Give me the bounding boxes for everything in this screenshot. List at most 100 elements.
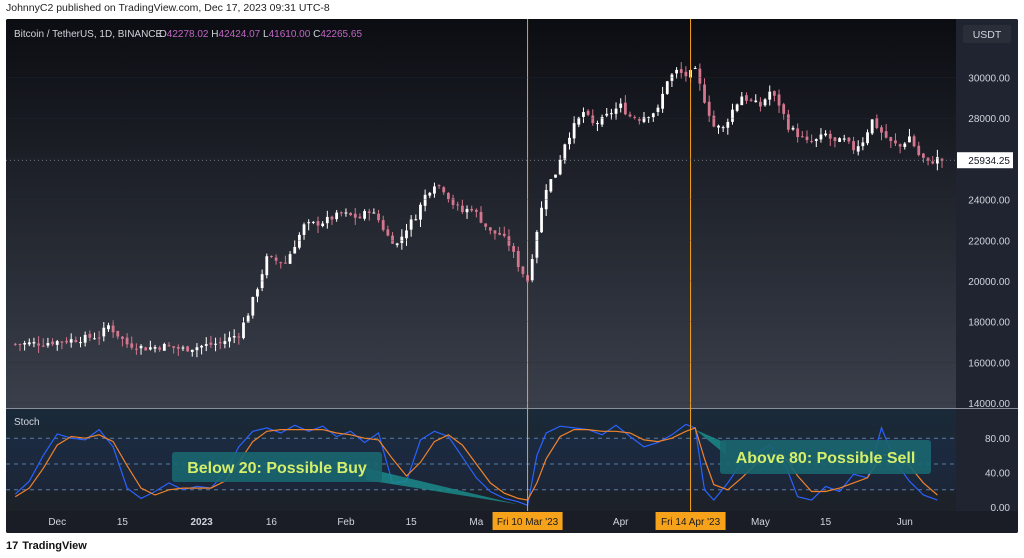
time-tick-label: 15 xyxy=(117,517,129,528)
candle-body xyxy=(386,229,390,236)
candle-body xyxy=(414,219,418,221)
candle-body xyxy=(358,216,362,219)
footer: 17 TradingView xyxy=(6,538,87,554)
candle-body xyxy=(251,296,255,316)
candle-body xyxy=(703,84,706,103)
candle-body xyxy=(214,343,217,345)
candle-body xyxy=(130,343,134,348)
price-tick-label: 22000.00 xyxy=(968,236,1010,247)
candle-body xyxy=(400,236,404,243)
stoch-tick-label: 40.00 xyxy=(985,469,1010,480)
candle-body xyxy=(144,347,148,351)
candle-body xyxy=(93,338,96,340)
candle-body xyxy=(665,81,669,94)
time-tick-label: 15 xyxy=(406,517,418,528)
candle-body xyxy=(796,128,800,138)
date-marker-tag xyxy=(655,512,726,530)
candle-body xyxy=(330,216,334,220)
candle-body xyxy=(27,342,31,345)
candle-body xyxy=(558,159,562,175)
candle-body xyxy=(297,234,301,248)
candle-body xyxy=(609,113,613,115)
candle-body xyxy=(922,153,925,158)
candle-body xyxy=(74,340,78,343)
candle-body xyxy=(675,69,678,74)
candle-body xyxy=(344,212,348,214)
candle-body xyxy=(889,137,893,142)
candle-body xyxy=(125,337,129,345)
candle-body xyxy=(800,136,804,138)
candle-body xyxy=(735,104,739,111)
annotation-arrow xyxy=(695,429,726,455)
candlesticks xyxy=(13,62,944,358)
candle-body xyxy=(302,224,306,235)
candle-body xyxy=(637,119,641,121)
candle-body xyxy=(116,330,120,337)
candle-body xyxy=(121,336,124,339)
candle-body xyxy=(442,187,446,193)
candle-body xyxy=(614,108,618,114)
candle-body xyxy=(13,343,17,345)
candle-body xyxy=(582,112,585,117)
ohlc-label-o: O xyxy=(159,29,167,40)
stoch-title: Stoch xyxy=(14,417,40,428)
candle-body xyxy=(195,347,199,351)
candle-body xyxy=(204,344,208,346)
candle-body xyxy=(172,346,176,348)
candle-body xyxy=(335,212,339,220)
candle-body xyxy=(321,223,325,227)
price-tick-label: 14000.00 xyxy=(968,399,1010,410)
price-axis[interactable]: 30000.0028000.0026000.0024000.0022000.00… xyxy=(6,74,1010,410)
candle-body xyxy=(377,213,380,221)
candle-body xyxy=(786,114,790,130)
candle-body xyxy=(661,93,665,109)
stoch-axis[interactable]: 80.00 40.00 0.00 xyxy=(985,434,1010,514)
candle-body xyxy=(23,343,27,345)
candle-body xyxy=(433,186,436,194)
chart-canvas[interactable]: Fri 10 Mar '23 Fri 14 Apr '23 USDT Bitcoi… xyxy=(6,19,1018,533)
time-tick-label: 15 xyxy=(820,517,832,528)
candle-body xyxy=(847,137,851,142)
candle-body xyxy=(577,117,581,125)
candle-body xyxy=(535,231,539,258)
ohlc-value-h: 42424.07 xyxy=(219,29,264,40)
candle-body xyxy=(908,136,911,143)
candle-body xyxy=(307,222,311,224)
candle-body xyxy=(190,349,194,352)
candle-body xyxy=(549,179,553,192)
ohlc-value-l: 41610.00 xyxy=(269,29,314,40)
price-tick-label: 24000.00 xyxy=(968,196,1010,207)
candle-body xyxy=(521,266,525,274)
candle-body xyxy=(372,212,376,214)
candle-body xyxy=(507,236,511,246)
annotation-box xyxy=(172,452,382,482)
ohlc-value-c: 42265.65 xyxy=(320,29,362,40)
candle-body xyxy=(367,211,371,213)
currency-button[interactable] xyxy=(963,25,1011,43)
candle-body xyxy=(51,341,54,345)
candle-body xyxy=(726,121,730,128)
candle-body xyxy=(279,262,283,264)
candle-body xyxy=(512,246,515,252)
annotation-text: Below 20: Possible Buy xyxy=(187,460,367,477)
candle-body xyxy=(200,345,203,348)
candle-body xyxy=(83,334,87,343)
candle-body xyxy=(600,117,604,125)
candle-body xyxy=(935,157,939,164)
candle-body xyxy=(768,91,772,100)
candle-body xyxy=(228,337,231,342)
candle-body xyxy=(181,347,185,349)
chart-frame[interactable]: Fri 10 Mar '23 Fri 14 Apr '23 USDT Bitcoi… xyxy=(6,19,1018,533)
time-axis[interactable]: Dec 15 2023 16 Feb 15 Ma Apr May 15 Jun xyxy=(48,517,913,528)
candle-body xyxy=(912,136,916,147)
annotations: Below 20: Possible Buy Above 80: Possible… xyxy=(172,429,931,505)
candle-body xyxy=(134,348,138,350)
candle-body xyxy=(940,158,944,161)
candle-body xyxy=(819,134,823,140)
candle-body xyxy=(623,102,627,115)
candle-body xyxy=(693,68,697,70)
price-tick-label: 30000.00 xyxy=(968,74,1010,85)
candle-body xyxy=(572,123,576,139)
candle-body xyxy=(316,221,320,226)
candle-body xyxy=(721,127,725,129)
